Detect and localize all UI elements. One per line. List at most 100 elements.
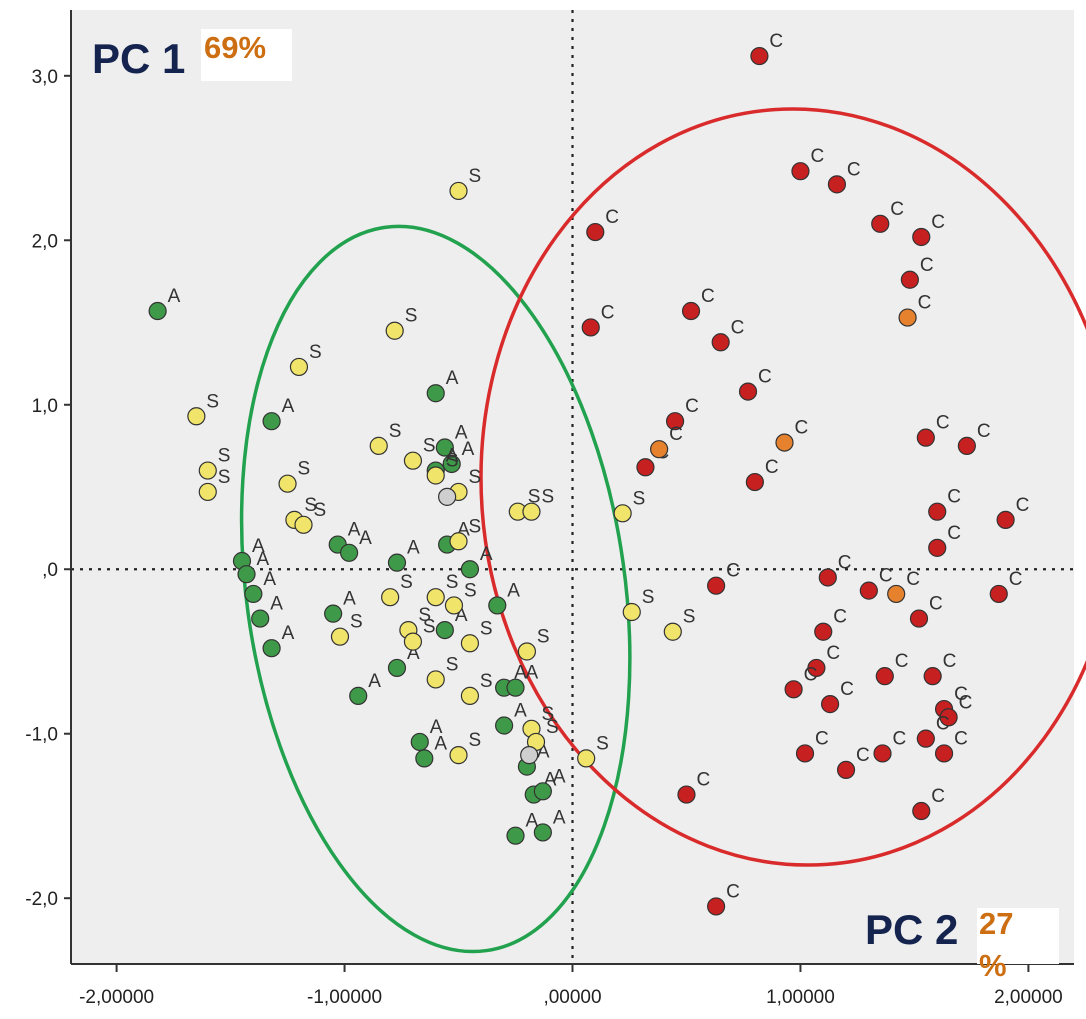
point-label-1-25: S <box>350 612 363 633</box>
point-label-0-9: A <box>270 594 283 615</box>
point-2-10 <box>677 785 696 804</box>
point-label-2-11: C <box>726 881 740 902</box>
point-label-3-1: C <box>669 424 683 445</box>
point-label-3-2: C <box>794 418 808 439</box>
point-label-1-10: S <box>423 436 436 457</box>
point-2-4 <box>711 333 730 352</box>
point-label-2-30: C <box>895 651 909 672</box>
point-0-8 <box>244 584 263 604</box>
point-1-6 <box>278 474 297 493</box>
pc1-percent-box <box>201 29 292 81</box>
point-label-1-15: S <box>541 487 554 508</box>
point-label-1-12: S <box>469 467 482 488</box>
point-label-0-16: A <box>480 544 493 565</box>
point-2-39 <box>912 801 931 821</box>
point-1-17 <box>622 602 641 622</box>
point-2-9 <box>707 576 726 595</box>
point-label-0-19: A <box>368 671 381 692</box>
point-label-0-25: A <box>434 733 447 754</box>
point-0-11 <box>324 604 343 623</box>
point-2-16 <box>900 270 919 289</box>
point-label-2-2: C <box>601 302 615 323</box>
point-label-2-36: C <box>815 728 829 749</box>
point-3-1 <box>650 440 669 459</box>
point-2-29 <box>820 695 840 714</box>
point-0-24 <box>410 732 429 752</box>
x-tick-label-1: -1,00000 <box>307 987 382 1008</box>
y-tick-label-2: 1,0 <box>32 396 58 417</box>
annotations: PC 1 69% PC 2 27 % <box>92 29 1059 983</box>
point-2-6 <box>636 458 655 477</box>
point-label-0-7: A <box>257 549 270 570</box>
point-label-1-27: S <box>480 671 493 692</box>
point-0-19 <box>349 686 368 705</box>
point-0-23 <box>495 716 514 735</box>
point-0-3 <box>435 438 454 457</box>
point-label-1-3: S <box>206 391 219 412</box>
point-2-26 <box>909 609 929 628</box>
point-label-1-1: S <box>405 306 418 327</box>
point-label-2-32: C <box>954 684 968 705</box>
point-label-2-26: C <box>929 594 943 615</box>
pc2-percent-number: 27 <box>979 906 1013 941</box>
point-label-1-16: S <box>633 488 646 509</box>
point-label-2-8: C <box>765 457 779 478</box>
point-2-1 <box>586 222 605 242</box>
point-1-19 <box>381 588 400 607</box>
point-2-24 <box>859 581 878 600</box>
point-3-0 <box>898 308 917 327</box>
point-label-0-8: A <box>263 569 276 590</box>
x-tick-label-0: -2,00000 <box>79 987 154 1008</box>
point-label-1-22: S <box>446 572 459 593</box>
pc2-percent-sign: % <box>979 948 1007 983</box>
point-1-15 <box>522 502 541 521</box>
point-label-0-10: A <box>282 623 295 644</box>
point-label-1-19: S <box>400 572 413 593</box>
point-label-1-29: S <box>541 704 554 725</box>
point-3-2 <box>775 433 794 452</box>
point-1-31 <box>449 746 468 765</box>
point-2-5 <box>665 412 685 431</box>
point-label-0-17: A <box>507 580 520 601</box>
point-label-2-25: C <box>833 607 847 628</box>
point-0-7 <box>237 565 256 584</box>
point-2-12 <box>791 162 810 181</box>
point-1-22 <box>426 588 445 607</box>
y-tick-label-3: ,0 <box>42 560 58 581</box>
point-2-33 <box>939 708 958 727</box>
point-1-16 <box>613 504 632 523</box>
point-label-0-5: A <box>446 446 459 467</box>
point-0-13 <box>340 543 359 562</box>
point-label-2-1: C <box>605 207 619 228</box>
point-label-2-14: C <box>890 199 904 220</box>
point-2-0 <box>750 46 769 66</box>
point-label-0-13: A <box>359 528 372 549</box>
point-2-36 <box>795 744 815 763</box>
point-label-2-28: C <box>804 664 818 685</box>
point-3-3 <box>887 584 906 604</box>
confidence-ellipses <box>239 107 1086 954</box>
point-0-29 <box>506 826 525 845</box>
point-label-1-14: S <box>528 487 541 508</box>
point-label-2-13: C <box>847 159 861 180</box>
point-2-15 <box>912 227 931 247</box>
point-1-25 <box>330 627 350 646</box>
point-label-2-16: C <box>920 255 934 276</box>
point-1-8 <box>294 515 313 534</box>
point-1-27 <box>460 686 480 705</box>
point-label-2-34: C <box>936 714 950 735</box>
point-label-1-5: S <box>218 467 231 488</box>
point-4-1 <box>520 746 539 765</box>
point-label-3-3: C <box>906 569 920 590</box>
axis-ticks: -2,00000 -1,00000 ,00000 1,00000 2,00000 3,0 2… <box>25 67 1063 1008</box>
point-1-13 <box>449 532 468 551</box>
point-label-2-19: C <box>947 487 961 508</box>
point-1-11 <box>426 466 445 485</box>
point-2-18 <box>957 436 976 455</box>
point-1-5 <box>198 482 217 502</box>
point-2-11 <box>707 897 726 916</box>
point-label-2-18: C <box>977 421 991 442</box>
point-0-4 <box>442 454 461 474</box>
point-label-1-17: S <box>642 587 655 608</box>
